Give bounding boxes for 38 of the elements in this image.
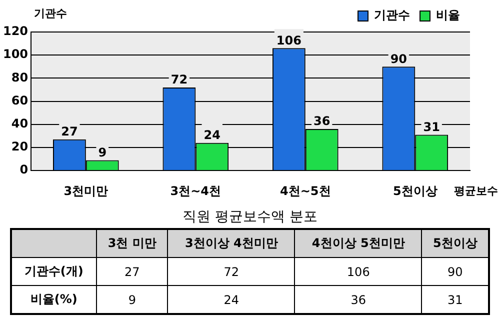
y-tick-label: 120 bbox=[2, 24, 28, 38]
data-label: 106 bbox=[276, 33, 302, 48]
text: 106 bbox=[294, 258, 422, 286]
data-label: 72 bbox=[170, 72, 188, 87]
text: 36 bbox=[294, 286, 422, 314]
y-tick-label: 100 bbox=[2, 47, 28, 62]
data-label: 9 bbox=[98, 145, 107, 160]
text: 직원 평균보수액 분포 bbox=[182, 208, 318, 226]
text: 24 bbox=[168, 286, 295, 314]
x-tick-label: 3천미만 bbox=[64, 184, 108, 198]
text: 9 bbox=[96, 286, 168, 314]
text: 3천 미만 bbox=[96, 229, 168, 258]
y-tick-label: 40 bbox=[11, 116, 28, 131]
text: 72 bbox=[168, 258, 295, 286]
y-tick-label: 80 bbox=[11, 70, 28, 84]
text: 27 bbox=[96, 258, 168, 286]
x-tick-label: 3천~4천 bbox=[170, 184, 222, 198]
data-label: 27 bbox=[61, 124, 78, 139]
text: 5천이상 bbox=[422, 229, 489, 258]
x-tick-label: 5천이상 bbox=[392, 184, 438, 198]
text: 31 bbox=[422, 286, 489, 314]
text: 90 bbox=[422, 258, 489, 286]
y-tick-label: 0 bbox=[20, 162, 28, 177]
data-label: 90 bbox=[390, 52, 408, 66]
text: 기관수(개) bbox=[11, 258, 96, 286]
x-tick-label: 4천~5천 bbox=[280, 184, 331, 198]
y-tick-label: 20 bbox=[11, 140, 28, 154]
text: 비율(%) bbox=[11, 286, 96, 314]
x-axis-title: 평균보수 bbox=[454, 184, 498, 198]
data-label: 24 bbox=[204, 128, 220, 142]
text: 3천이상 4천미만 bbox=[168, 229, 295, 258]
data-label: 31 bbox=[423, 120, 440, 134]
legend-label: 비율 bbox=[436, 8, 460, 22]
y-tick-label: 60 bbox=[11, 93, 28, 108]
data-label: 36 bbox=[314, 114, 330, 128]
y-axis-title: 기관수 bbox=[34, 6, 67, 20]
legend-label: 기관수 bbox=[374, 8, 410, 22]
text: 4천이상 5천미만 bbox=[294, 229, 422, 258]
